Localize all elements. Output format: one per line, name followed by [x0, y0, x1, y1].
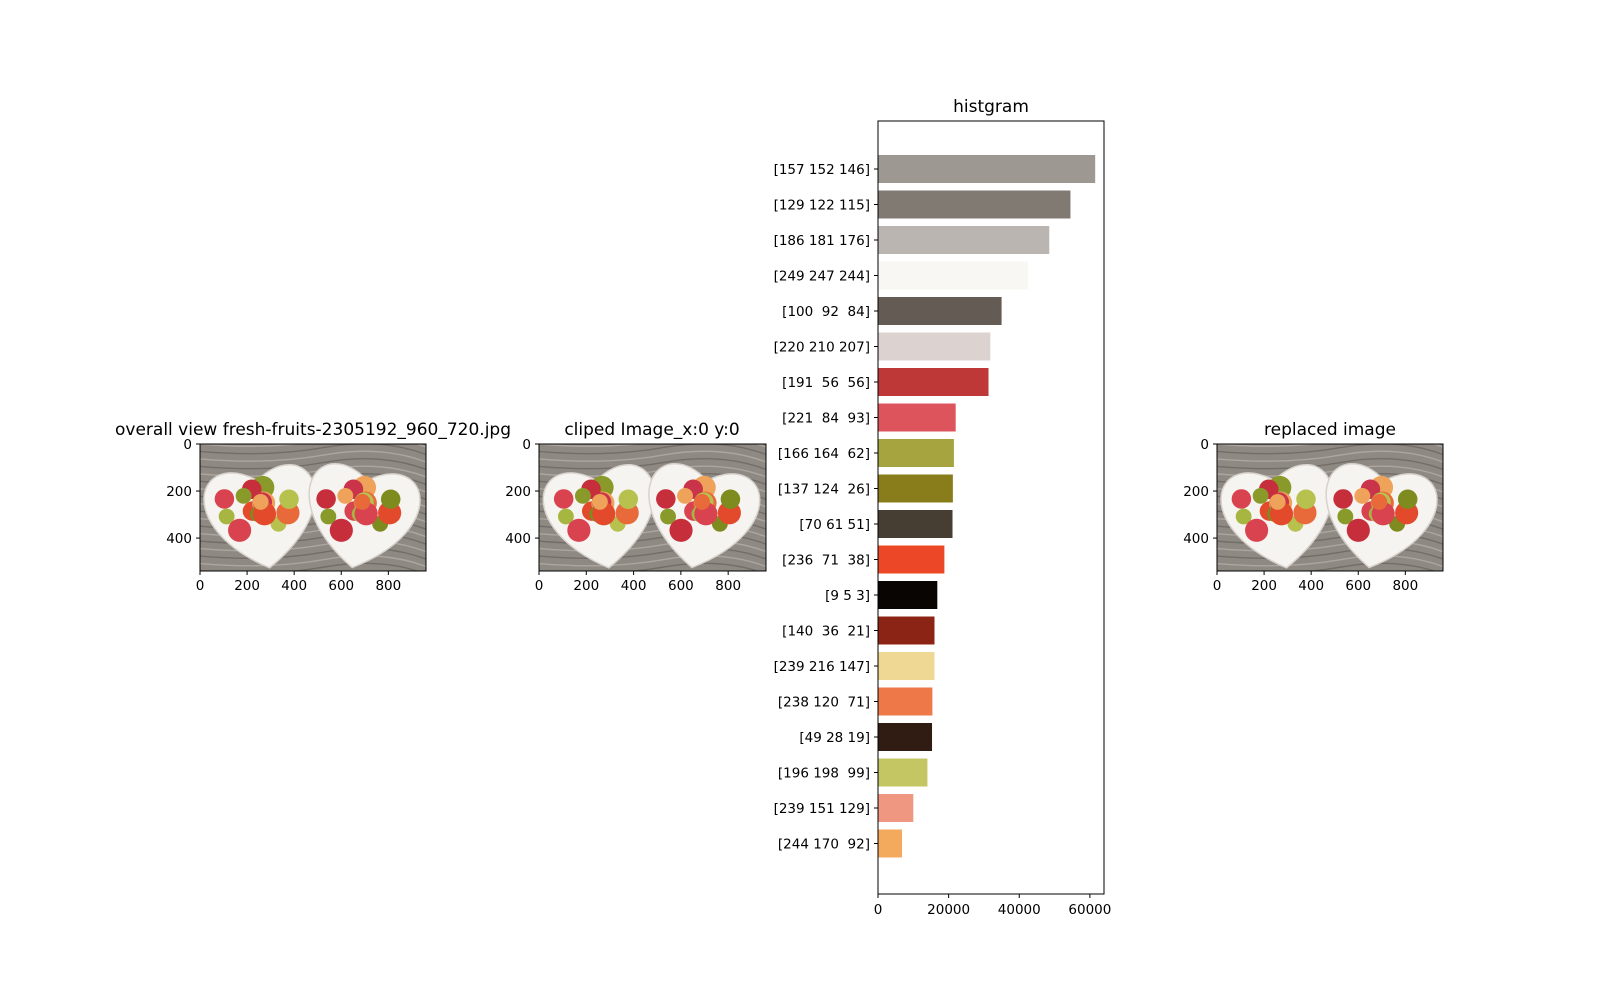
- histogram-frame: [877, 120, 1105, 895]
- histogram-category-label: [238 120 71]: [778, 695, 870, 711]
- histogram-bar: [878, 403, 956, 432]
- histogram-category-label: [70 61 51]: [799, 517, 870, 533]
- histogram-category-label: [186 181 176]: [774, 233, 870, 249]
- histogram-bar: [878, 829, 903, 858]
- histogram-category-label: [49 28 19]: [799, 730, 870, 746]
- histogram-category-label: [140 36 21]: [782, 624, 870, 640]
- histogram-bar: [878, 616, 935, 645]
- cliped-image-x-tick-label: 400: [621, 578, 647, 594]
- histogram-bar: [878, 190, 1071, 219]
- panel-overall-view-title: overall view fresh-fruits-2305192_960_72…: [115, 420, 511, 440]
- histogram-category-label: [100 92 84]: [782, 304, 870, 320]
- panel-cliped-image: cliped Image_x:0 y:0 0 200 400 600 800 0 200 40…: [505, 420, 767, 594]
- histogram-x-tick-label: 40000: [998, 902, 1041, 918]
- panel-replaced-image: replaced image 0 200 400 600 800 0 200 400: [1183, 420, 1444, 594]
- histogram-bar: [878, 297, 1002, 325]
- histogram-category-label: [249 247 244]: [774, 269, 870, 285]
- photo-replaced-image: [1216, 443, 1444, 572]
- cliped-image-x-tick-label: 800: [715, 578, 741, 594]
- photo-cliped-image: [538, 443, 767, 572]
- replaced-image-x-tick-label: 0: [1213, 578, 1222, 594]
- histogram-category-label: [236 71 38]: [782, 553, 870, 569]
- overall-view-x-tick-label: 400: [281, 578, 307, 594]
- histogram-category-label: [157 152 146]: [774, 162, 870, 178]
- cliped-image-y-tick-label: 200: [505, 484, 531, 500]
- histogram-title: histgram: [953, 97, 1029, 117]
- cliped-image-axes: 0 200 400 600 800 0 200 400: [505, 437, 741, 594]
- histogram-x-tick-label: 60000: [1068, 902, 1111, 918]
- cliped-image-x-tick-label: 600: [668, 578, 694, 594]
- histogram-category-label: [137 124 26]: [778, 482, 870, 498]
- histogram-category-label: [191 56 56]: [782, 375, 870, 391]
- replaced-image-y-tick-label: 400: [1183, 531, 1209, 547]
- histogram-bar: [878, 261, 1029, 290]
- panel-replaced-image-title: replaced image: [1264, 420, 1396, 440]
- histogram-category-label: [244 170 92]: [778, 837, 870, 853]
- cliped-image-x-tick-label: 0: [535, 578, 544, 594]
- histogram-panel: histgram [157 152 146] [129 122 115] [186 …: [774, 97, 1112, 918]
- histogram-bar: [878, 723, 933, 751]
- histogram-bar: [878, 474, 953, 503]
- overall-view-x-tick-label: 0: [196, 578, 205, 594]
- histogram-bar: [878, 332, 991, 361]
- photo-overall-view: [199, 443, 427, 572]
- histogram-category-label: [166 164 62]: [778, 446, 870, 462]
- histogram-bar: [878, 794, 914, 822]
- histogram-axes: [157 152 146] [129 122 115] [186 181 176] […: [774, 162, 1112, 918]
- histogram-bar: [878, 758, 928, 787]
- panel-overall-view: overall view fresh-fruits-2305192_960_72…: [115, 420, 511, 594]
- histogram-bar: [878, 545, 945, 574]
- cliped-image-y-tick-label: 400: [505, 531, 531, 547]
- histogram-x-tick-label: 0: [874, 902, 883, 918]
- histogram-x-tick-label: 20000: [927, 902, 970, 918]
- replaced-image-x-tick-label: 800: [1392, 578, 1418, 594]
- replaced-image-x-tick-label: 400: [1298, 578, 1324, 594]
- cliped-image-x-tick-label: 200: [573, 578, 599, 594]
- overall-view-x-tick-label: 200: [234, 578, 260, 594]
- panel-cliped-image-title: cliped Image_x:0 y:0: [564, 420, 739, 440]
- overall-view-axes: 0 200 400 600 800 0 200 400: [166, 437, 401, 594]
- histogram-category-label: [221 84 93]: [782, 411, 870, 427]
- replaced-image-axes: 0 200 400 600 800 0 200 400: [1183, 437, 1418, 594]
- histogram-bars: [878, 155, 1096, 858]
- histogram-category-label: [239 216 147]: [774, 659, 870, 675]
- histogram-category-label: [220 210 207]: [774, 340, 870, 356]
- histogram-category-label: [9 5 3]: [825, 588, 870, 604]
- histogram-category-label: [196 198 99]: [778, 766, 870, 782]
- histogram-bar: [878, 687, 933, 716]
- histogram-bar: [878, 155, 1096, 183]
- histogram-bar: [878, 581, 938, 609]
- replaced-image-y-tick-label: 0: [1200, 437, 1209, 453]
- overall-view-y-tick-label: 400: [166, 531, 192, 547]
- replaced-image-x-tick-label: 600: [1345, 578, 1371, 594]
- histogram-category-label: [239 151 129]: [774, 801, 870, 817]
- histogram-bar: [878, 439, 954, 467]
- overall-view-x-tick-label: 800: [375, 578, 401, 594]
- overall-view-x-tick-label: 600: [328, 578, 354, 594]
- histogram-bar: [878, 226, 1050, 254]
- replaced-image-y-tick-label: 200: [1183, 484, 1209, 500]
- histogram-bar: [878, 368, 989, 396]
- histogram-category-label: [129 122 115]: [774, 198, 870, 214]
- histogram-bar: [878, 510, 953, 538]
- overall-view-y-tick-label: 0: [183, 437, 192, 453]
- cliped-image-y-tick-label: 0: [522, 437, 531, 453]
- replaced-image-x-tick-label: 200: [1251, 578, 1277, 594]
- overall-view-y-tick-label: 200: [166, 484, 192, 500]
- histogram-bar: [878, 652, 935, 680]
